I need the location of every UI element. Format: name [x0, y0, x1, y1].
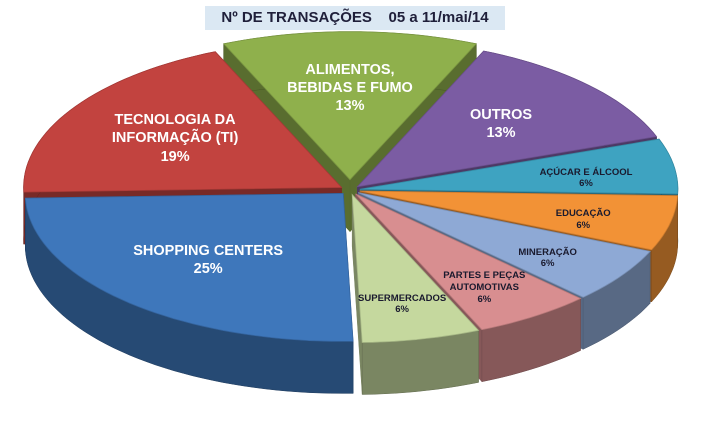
pie-slice: [358, 192, 651, 298]
pie-slice: [222, 31, 478, 181]
slice-label: ALIMENTOS, BEBIDAS E FUMO 13%: [275, 61, 425, 115]
slice-label: EDUCAÇÃO 6%: [526, 208, 641, 232]
category-label: TECNOLOGIA DA INFORMAÇÃO (TI): [111, 112, 239, 147]
chart-title: Nº DE TRANSAÇÕES 05 a 11/mai/14: [205, 6, 505, 30]
slice-label: SHOPPING CENTERS 25%: [133, 242, 283, 278]
value-label: 6%: [395, 304, 409, 316]
pie-slice: [355, 193, 582, 331]
value-label: 6%: [579, 178, 593, 190]
value-label: 25%: [193, 261, 223, 278]
category-label: SUPERMERCADOS: [358, 292, 447, 304]
pie-slice: [351, 193, 480, 343]
category-label: OUTROS: [469, 106, 533, 123]
slice-label: OUTROS 13%: [426, 106, 576, 142]
slice-label: MINERAÇÃO 6%: [490, 247, 605, 271]
value-label: 13%: [335, 97, 365, 114]
category-label: ALIMENTOS, BEBIDAS E FUMO: [287, 61, 413, 96]
category-label: MINERAÇÃO: [518, 246, 577, 258]
category-label: PARTES E PEÇAS AUTOMOTIVAS: [443, 270, 526, 294]
slice-label: PARTES E PEÇAS AUTOMOTIVAS 6%: [427, 270, 542, 306]
pie-slice: [356, 50, 658, 188]
value-label: 6%: [477, 293, 492, 305]
category-label: EDUCAÇÃO: [555, 208, 611, 220]
value-label: 13%: [486, 124, 516, 141]
pie-slice: [359, 138, 679, 195]
value-label: 6%: [576, 220, 591, 232]
pie-slice: [359, 190, 679, 251]
pie-slice: [23, 51, 343, 193]
value-label: 19%: [160, 148, 190, 165]
category-label: SHOPPING CENTERS: [133, 243, 284, 260]
category-label: AÇÚCAR E ÁLCOOL: [539, 166, 633, 178]
slice-label: SUPERMERCADOS 6%: [345, 293, 460, 317]
pie-slice: [24, 192, 354, 342]
slice-label: TECNOLOGIA DA INFORMAÇÃO (TI) 19%: [100, 111, 250, 165]
value-label: 6%: [540, 258, 555, 270]
slice-label: AÇÚCAR E ÁLCOOL 6%: [529, 167, 644, 191]
